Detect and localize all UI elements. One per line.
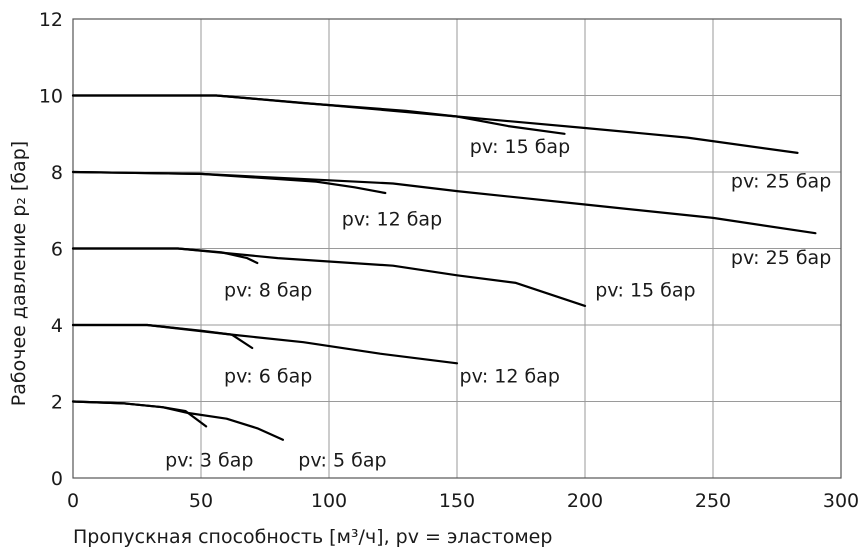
y-tick-label: 2: [51, 392, 63, 414]
series-line: [71, 323, 459, 365]
y-tick-label: 4: [51, 315, 63, 337]
y-tick-label: 0: [51, 468, 63, 490]
y-tick-label: 10: [39, 86, 63, 108]
series-line: [71, 247, 587, 307]
series-line: [71, 94, 799, 154]
y-tick-label: 6: [51, 239, 63, 261]
x-tick-label: 50: [189, 490, 213, 512]
y-tick-label: 12: [39, 9, 63, 31]
series-lines: [71, 94, 817, 441]
series-line: [71, 170, 817, 235]
x-tick-label: 250: [695, 490, 731, 512]
y-axis-ticks: 0 2 4 6 8 10 12: [39, 9, 63, 490]
y-axis-label: Рабочее давление p₂ [бар]: [8, 141, 30, 406]
series-annotation: pv: 25 бар: [731, 170, 831, 192]
series-line: [71, 94, 566, 135]
x-tick-label: 100: [311, 490, 347, 512]
series-line: [71, 323, 254, 350]
x-tick-label: 200: [567, 490, 603, 512]
series-annotation: pv: 15 бар: [595, 279, 695, 301]
series-labels: pv: 15 бар pv: 25 бар pv: 12 бар pv: 25 бар…: [165, 136, 831, 472]
series-line: [71, 400, 284, 441]
series-annotation: pv: 12 бар: [342, 209, 442, 231]
series-annotation: pv: 15 бар: [470, 136, 570, 158]
series-annotation: pv: 25 бар: [731, 247, 831, 269]
x-axis-label: Пропускная способность [м³/ч], pv = элас…: [73, 526, 552, 548]
x-axis-ticks: 0 50 100 150 200 250 300: [67, 490, 859, 512]
series-line: [71, 247, 259, 265]
x-tick-label: 300: [823, 490, 859, 512]
series-annotation: pv: 12 бар: [460, 365, 560, 387]
x-tick-label: 0: [67, 490, 79, 512]
series-annotation: pv: 8 бар: [224, 279, 312, 301]
series-annotation: pv: 6 бар: [224, 365, 312, 387]
series-annotation: pv: 3 бар: [165, 450, 253, 472]
series-annotation: pv: 5 бар: [298, 450, 386, 472]
x-tick-label: 150: [439, 490, 475, 512]
y-tick-label: 8: [51, 162, 63, 184]
